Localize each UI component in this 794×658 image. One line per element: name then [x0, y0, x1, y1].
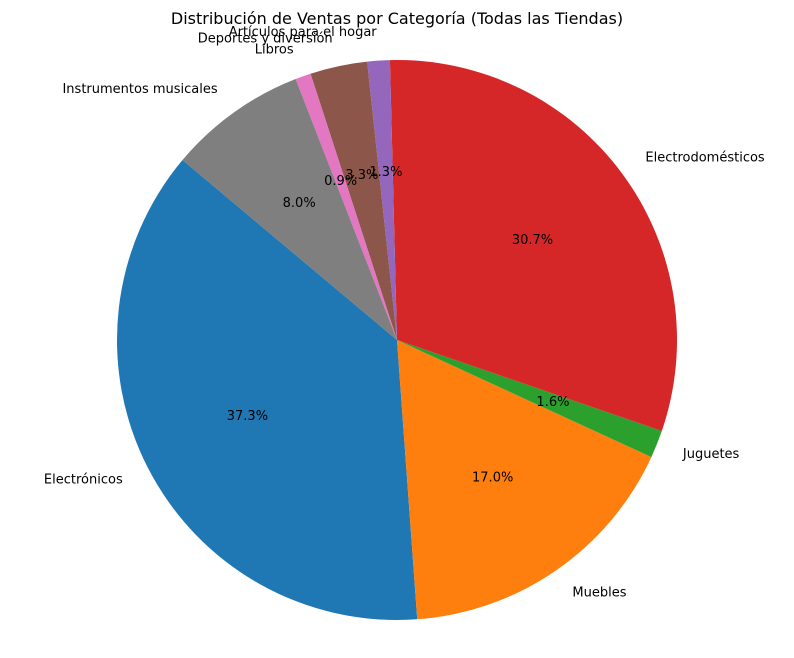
- slice-deportes-y-diversion: [310, 61, 397, 340]
- pct-juguetes: 1.6%: [536, 395, 569, 410]
- pct-electrodomesticos: 30.7%: [512, 233, 553, 248]
- slice-libros: [295, 73, 397, 340]
- slice-articulos-para-el-hogar: [367, 60, 397, 341]
- slice-juguetes: [397, 340, 662, 458]
- label-deportes-y-diversion: Deportes y diversión: [198, 31, 333, 46]
- label-libros: Libros: [255, 42, 294, 57]
- label-muebles: Muebles: [572, 586, 626, 601]
- slice-muebles: [397, 340, 652, 620]
- slice-electronicos: [117, 160, 418, 621]
- pct-articulos-para-el-hogar: 1.3%: [369, 165, 402, 180]
- slice-electrodomesticos: [389, 59, 677, 431]
- label-juguetes: Juguetes: [682, 447, 740, 462]
- slice-instrumentos-musicales: [182, 79, 397, 340]
- pct-instrumentos-musicales: 8.0%: [283, 196, 316, 211]
- label-electrodomesticos: Electrodomésticos: [645, 150, 765, 165]
- chart-title: Distribución de Ventas por Categoría (To…: [171, 9, 623, 28]
- pct-deportes-y-diversion: 3.3%: [345, 168, 378, 183]
- label-instrumentos-musicales: Instrumentos musicales: [62, 82, 217, 97]
- pie-slices: [117, 59, 677, 621]
- pie-labels: Electrónicos 37.3% Muebles 17.0% Juguetes 1.6…: [44, 25, 765, 601]
- pct-libros: 0.9%: [324, 174, 357, 189]
- pct-muebles: 17.0%: [472, 471, 513, 486]
- pct-electronicos: 37.3%: [227, 409, 268, 424]
- label-electronicos: Electrónicos: [44, 473, 123, 488]
- label-articulos-para-el-hogar: Artículos para el hogar: [229, 25, 378, 40]
